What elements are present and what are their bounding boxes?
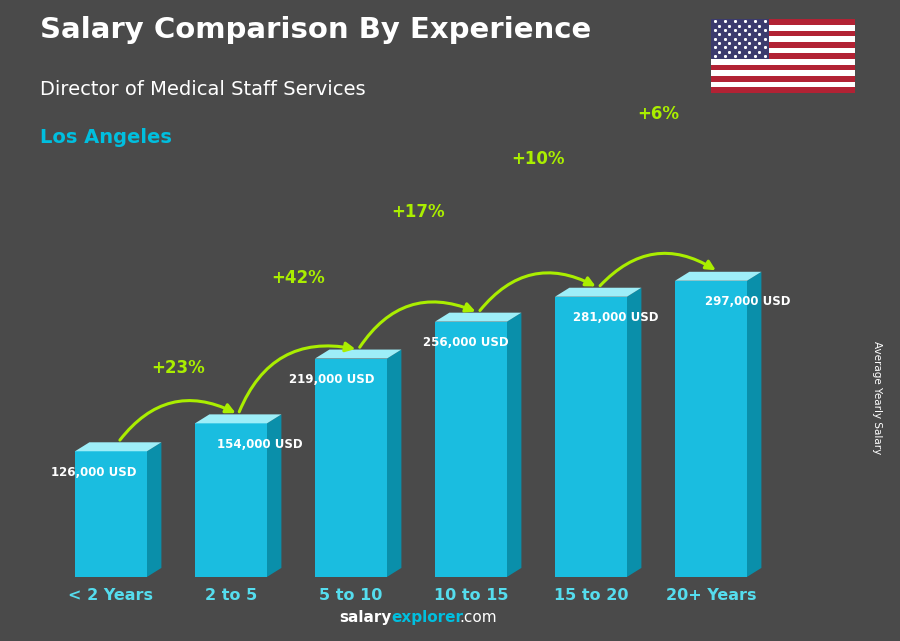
FancyBboxPatch shape: [195, 423, 267, 577]
FancyBboxPatch shape: [435, 322, 507, 577]
Bar: [711, 53, 855, 59]
Polygon shape: [675, 272, 761, 281]
Text: explorer: explorer: [392, 610, 464, 625]
Bar: [711, 31, 855, 37]
Text: Average Yearly Salary: Average Yearly Salary: [872, 341, 883, 454]
Polygon shape: [555, 288, 642, 297]
FancyBboxPatch shape: [75, 451, 147, 577]
Bar: [711, 19, 769, 59]
Text: salary: salary: [339, 610, 392, 625]
Text: +6%: +6%: [637, 105, 680, 123]
Text: +10%: +10%: [511, 149, 565, 167]
Text: 281,000 USD: 281,000 USD: [573, 311, 659, 324]
Bar: [711, 25, 855, 31]
Bar: [711, 65, 855, 71]
Polygon shape: [627, 288, 642, 577]
Bar: [711, 59, 855, 65]
Text: 297,000 USD: 297,000 USD: [705, 295, 790, 308]
Bar: [711, 71, 855, 76]
Text: .com: .com: [459, 610, 497, 625]
Polygon shape: [435, 313, 521, 322]
Polygon shape: [267, 414, 282, 577]
Bar: [711, 76, 855, 81]
Bar: [711, 19, 855, 25]
Text: Director of Medical Staff Services: Director of Medical Staff Services: [40, 80, 366, 99]
Text: +42%: +42%: [271, 269, 325, 287]
Text: 256,000 USD: 256,000 USD: [423, 336, 508, 349]
Polygon shape: [747, 272, 761, 577]
Text: +23%: +23%: [151, 359, 205, 377]
Text: 154,000 USD: 154,000 USD: [217, 438, 302, 451]
Text: 219,000 USD: 219,000 USD: [289, 373, 374, 386]
FancyBboxPatch shape: [315, 358, 387, 577]
Polygon shape: [387, 349, 401, 577]
Bar: [711, 42, 855, 47]
Text: +17%: +17%: [392, 203, 445, 221]
FancyBboxPatch shape: [675, 281, 747, 577]
Bar: [711, 37, 855, 42]
Text: Salary Comparison By Experience: Salary Comparison By Experience: [40, 16, 592, 44]
Polygon shape: [75, 442, 161, 451]
Polygon shape: [147, 442, 161, 577]
Polygon shape: [195, 414, 282, 423]
Bar: [711, 81, 855, 87]
Text: 126,000 USD: 126,000 USD: [51, 465, 137, 479]
Polygon shape: [507, 313, 521, 577]
FancyBboxPatch shape: [555, 297, 627, 577]
Bar: [711, 87, 855, 93]
Bar: [711, 47, 855, 53]
Polygon shape: [315, 349, 401, 358]
Text: Los Angeles: Los Angeles: [40, 128, 173, 147]
